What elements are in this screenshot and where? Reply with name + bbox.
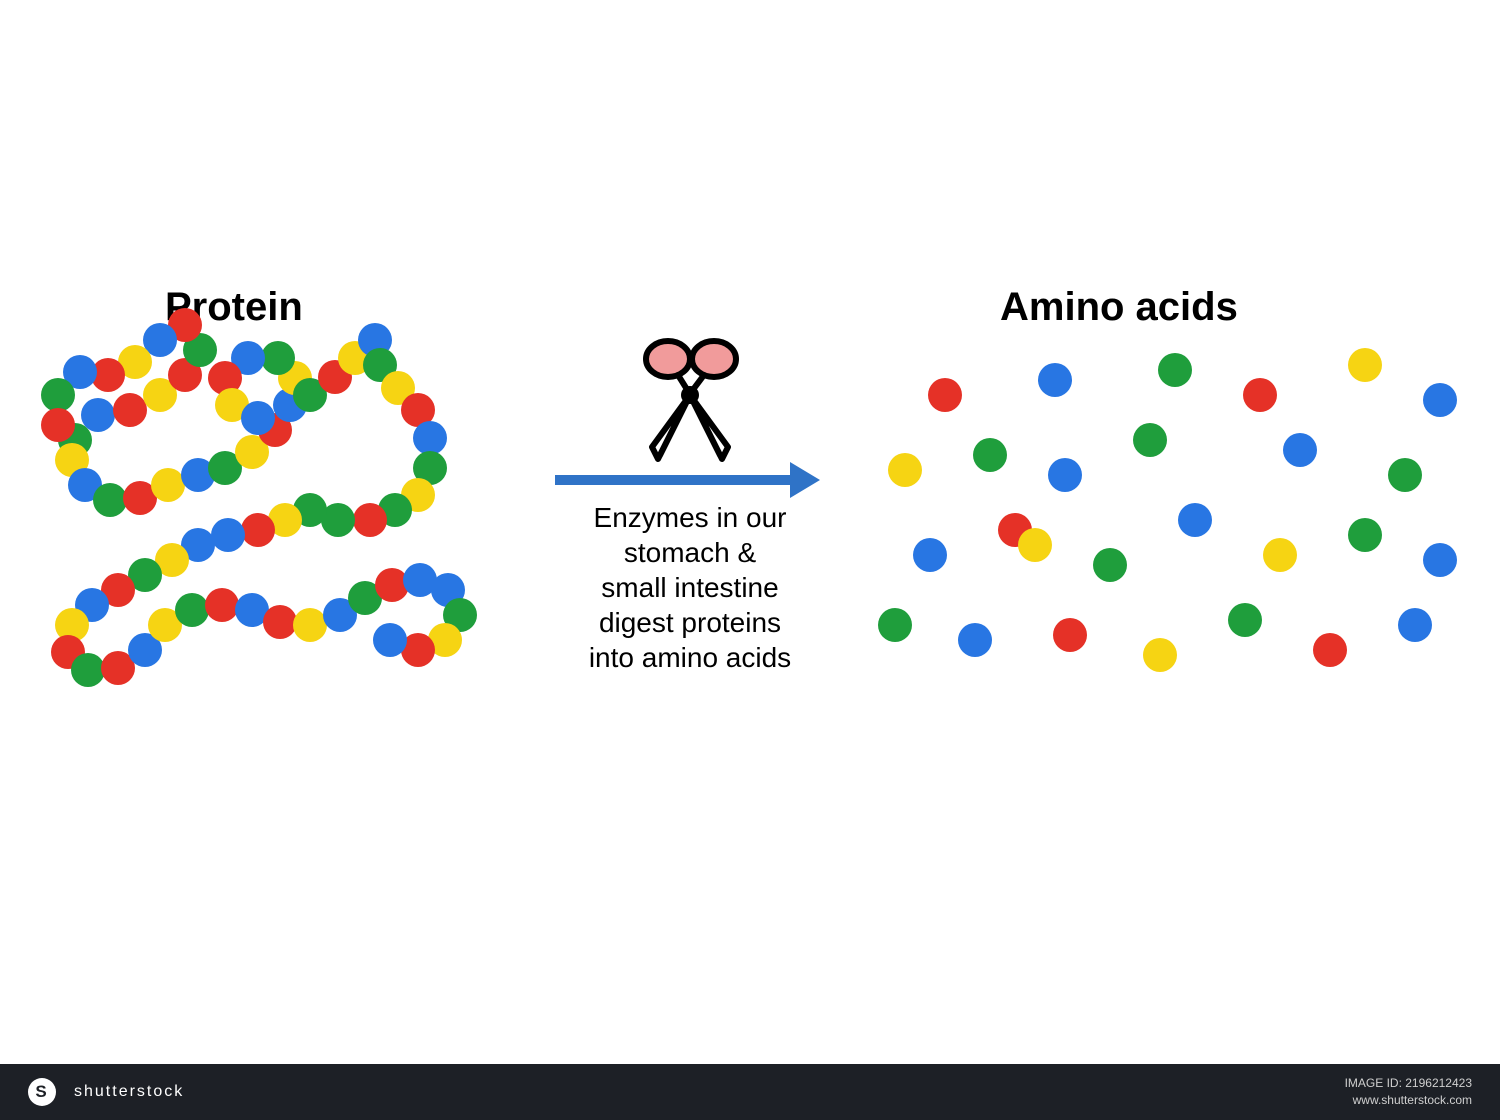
- molecule-dot: [1048, 458, 1082, 492]
- molecule-dot: [1388, 458, 1422, 492]
- molecule-dot: [1423, 383, 1457, 417]
- molecule-dot: [41, 408, 75, 442]
- scissors-icon: [620, 325, 760, 465]
- molecule-dot: [1398, 608, 1432, 642]
- diagram-canvas: Protein Amino acids Enzymes in ourstomac…: [0, 0, 1500, 1120]
- molecule-dot: [93, 483, 127, 517]
- shutterstock-logo-icon: S: [28, 1078, 56, 1106]
- enzyme-caption: Enzymes in ourstomach &small intestinedi…: [555, 500, 825, 675]
- molecule-dot: [1228, 603, 1262, 637]
- footer-site: www.shutterstock.com: [1345, 1092, 1472, 1109]
- molecule-dot: [1133, 423, 1167, 457]
- molecule-dot: [113, 393, 147, 427]
- molecule-dot: [1093, 548, 1127, 582]
- molecule-dot: [1283, 433, 1317, 467]
- molecule-dot: [1243, 378, 1277, 412]
- molecule-dot: [1018, 528, 1052, 562]
- molecule-dot: [1313, 633, 1347, 667]
- footer-brand: shutterstock: [74, 1083, 184, 1101]
- molecule-dot: [353, 503, 387, 537]
- molecule-dot: [1348, 518, 1382, 552]
- footer-bar: S shutterstock IMAGE ID: 2196212423 www.…: [0, 1064, 1500, 1120]
- molecule-dot: [928, 378, 962, 412]
- molecule-dot: [373, 623, 407, 657]
- molecule-dot: [71, 653, 105, 687]
- molecule-dot: [888, 453, 922, 487]
- molecule-dot: [1158, 353, 1192, 387]
- molecule-dot: [1053, 618, 1087, 652]
- footer-image-id: IMAGE ID: 2196212423: [1345, 1075, 1472, 1092]
- molecule-dot: [958, 623, 992, 657]
- molecule-dot: [205, 588, 239, 622]
- molecule-dot: [293, 608, 327, 642]
- molecule-dot: [241, 401, 275, 435]
- molecule-dot: [878, 608, 912, 642]
- molecule-dot: [1348, 348, 1382, 382]
- molecule-dot: [211, 518, 245, 552]
- molecule-dot: [263, 605, 297, 639]
- molecule-dot: [151, 468, 185, 502]
- molecule-dot: [973, 438, 1007, 472]
- molecule-dot: [913, 538, 947, 572]
- molecule-dot: [1143, 638, 1177, 672]
- molecule-dot: [81, 398, 115, 432]
- molecule-dot: [175, 593, 209, 627]
- molecule-dot: [261, 341, 295, 375]
- molecule-dot: [1263, 538, 1297, 572]
- molecule-dot: [1423, 543, 1457, 577]
- molecule-dot: [413, 421, 447, 455]
- molecule-dot: [1038, 363, 1072, 397]
- molecule-dot: [41, 378, 75, 412]
- molecule-dot: [241, 513, 275, 547]
- molecule-dot: [1178, 503, 1212, 537]
